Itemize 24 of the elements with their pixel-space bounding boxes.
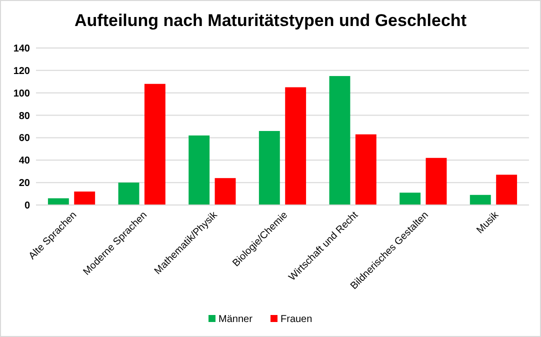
y-tick-label: 80: [18, 110, 30, 122]
y-tick-label: 120: [13, 66, 30, 77]
bar: [470, 194, 491, 205]
y-tick-label: 20: [18, 178, 30, 190]
bar: [400, 192, 421, 205]
bar: [258, 130, 280, 205]
bar: [426, 158, 447, 205]
y-tick-label: 100: [13, 88, 30, 100]
chart-title: Aufteilung nach Maturitätstypen und Geschlecht: [74, 11, 467, 30]
y-tick-label: 0: [24, 200, 30, 212]
bar: [496, 174, 518, 205]
legend-label: Frauen: [280, 314, 312, 325]
y-tick-label: 60: [18, 133, 30, 144]
legend-label: Männer: [218, 314, 254, 325]
bar: [118, 182, 140, 205]
bar: [74, 192, 96, 205]
y-tick-label: 140: [13, 44, 30, 54]
bar: [214, 178, 236, 205]
bar: [329, 76, 350, 205]
bar: [188, 135, 210, 205]
y-tick-label: 40: [18, 156, 30, 167]
bar: [355, 134, 376, 205]
bar: [144, 84, 166, 205]
bar: [285, 87, 306, 205]
